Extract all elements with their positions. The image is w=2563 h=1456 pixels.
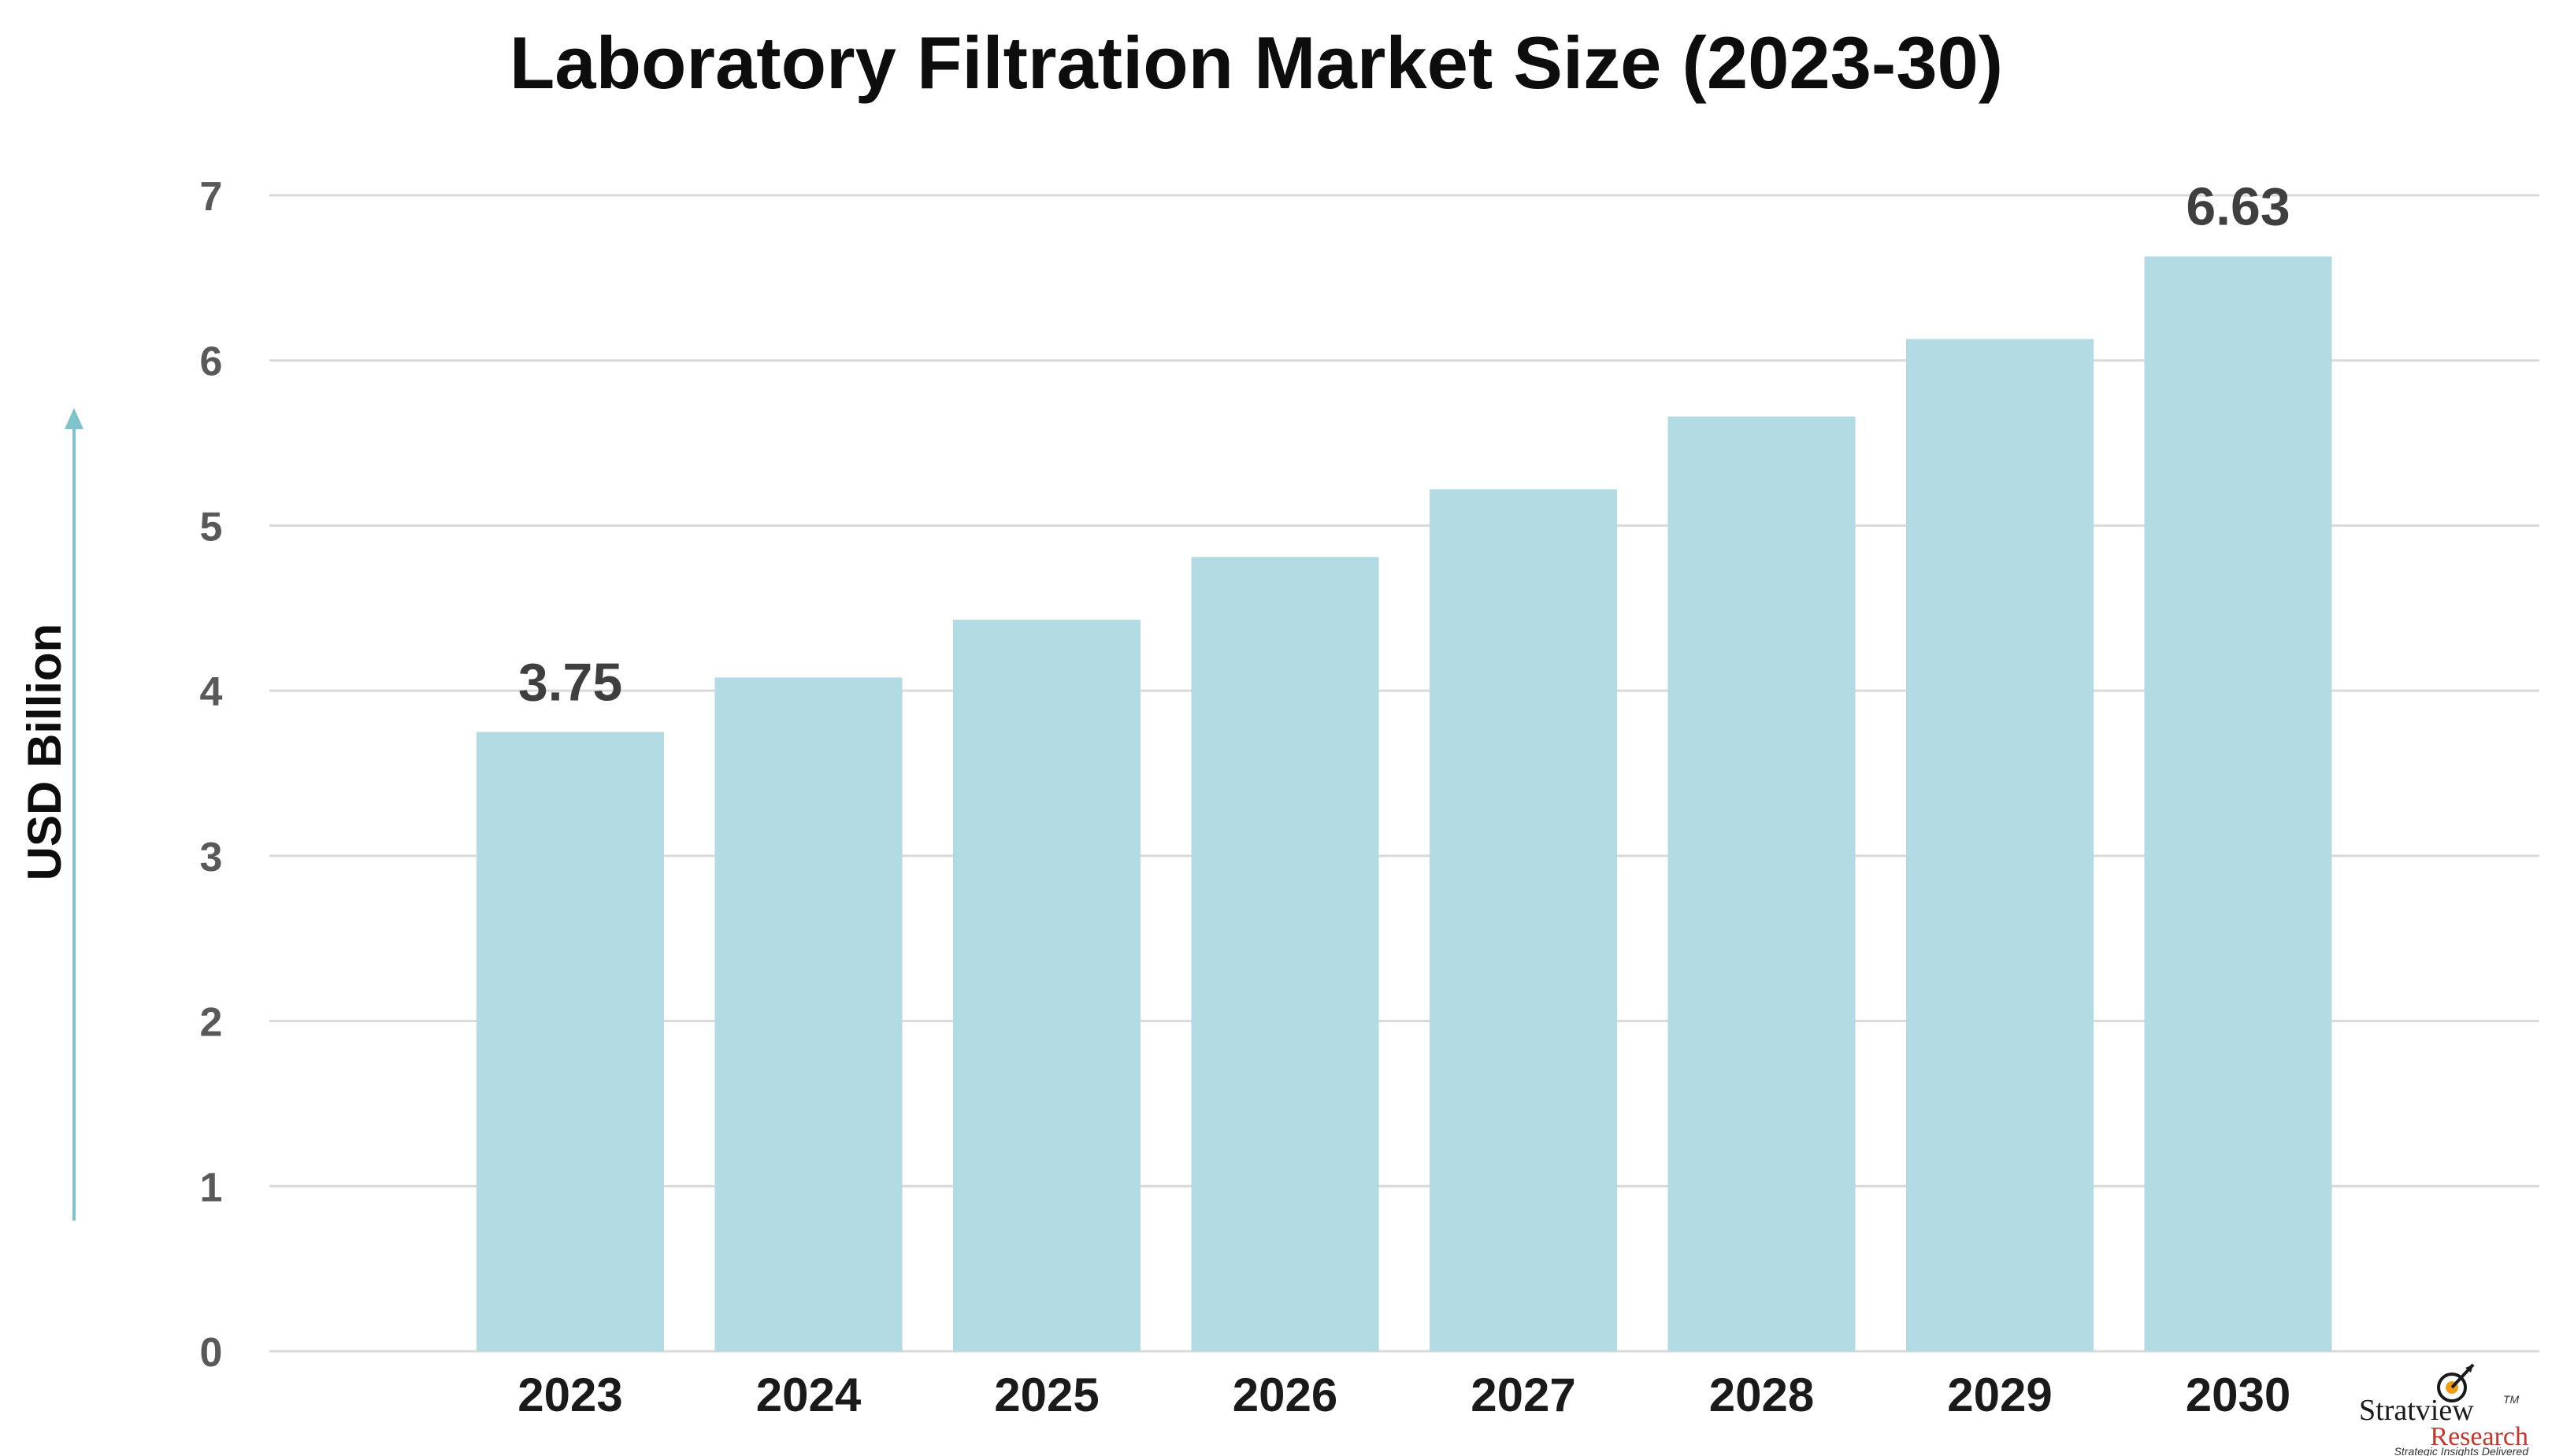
x-tick-label: 2025 [994, 1369, 1099, 1421]
data-label-2023: 3.75 [518, 653, 622, 713]
data-labels: 3.75 6.63 [518, 177, 2290, 713]
data-label-2030: 6.63 [2186, 177, 2290, 237]
y-tick-label: 6 [200, 339, 223, 385]
bar-2026 [1191, 557, 1379, 1351]
logo-trademark: TM [2503, 1393, 2520, 1406]
x-tick-label: 2024 [756, 1369, 862, 1421]
x-tick-label: 2026 [1233, 1369, 1337, 1421]
x-tick-label: 2029 [1947, 1369, 2052, 1421]
bar-2030 [2144, 256, 2332, 1352]
x-tick-label: 2028 [1709, 1369, 1814, 1421]
y-tick-label: 2 [200, 1000, 223, 1046]
y-axis-label: USD Billion [18, 624, 71, 881]
bar-2029 [1906, 339, 2094, 1351]
bar-2028 [1667, 417, 1856, 1352]
x-tick-labels: 2023 2024 2025 2026 2027 2028 2029 2030 [517, 1369, 2290, 1421]
x-tick-label: 2030 [2186, 1369, 2290, 1421]
y-tick-label: 4 [200, 669, 223, 715]
x-tick-label: 2027 [1471, 1369, 1575, 1421]
y-tick-labels: 0 1 2 3 4 5 6 7 [200, 174, 223, 1376]
bar-2027 [1430, 489, 1617, 1351]
logo-sub: Research [2430, 1422, 2528, 1451]
y-tick-label: 0 [200, 1330, 223, 1376]
bar-2023 [477, 732, 664, 1351]
bar-2025 [953, 619, 1141, 1351]
bar-2024 [714, 677, 903, 1351]
target-icon [2437, 1363, 2475, 1402]
y-tick-label: 5 [200, 504, 223, 550]
logo-tagline: Strategic Insights Delivered [2394, 1445, 2530, 1456]
bars [477, 256, 2332, 1352]
x-tick-label: 2023 [517, 1369, 622, 1421]
y-axis-arrow [65, 408, 83, 1221]
y-tick-label: 3 [200, 835, 223, 880]
y-tick-label: 1 [200, 1165, 223, 1210]
stratview-logo: Stratview TM Research Strategic Insights… [2359, 1363, 2530, 1456]
chart-title: Laboratory Filtration Market Size (2023-… [510, 21, 2003, 104]
y-tick-label: 7 [200, 174, 223, 220]
logo-name: Stratview [2359, 1394, 2474, 1427]
